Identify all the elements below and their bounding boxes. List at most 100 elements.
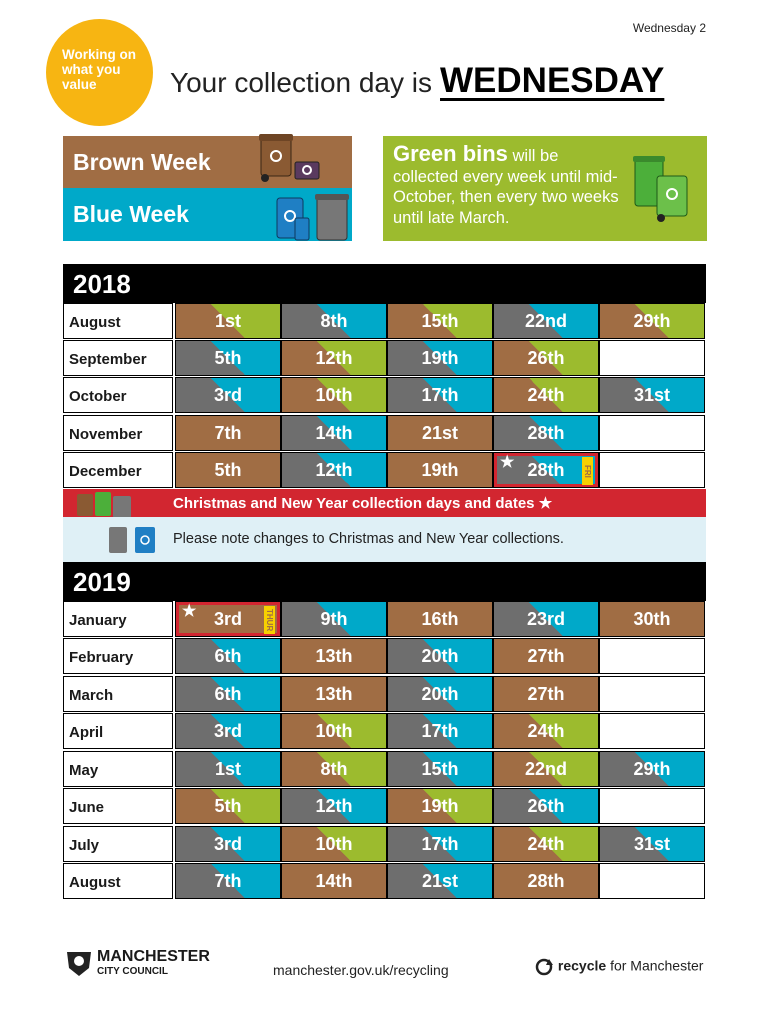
date-cell: 15th [387, 303, 493, 339]
date-cell: 30th [599, 601, 705, 637]
date-cell: 13th [281, 638, 387, 674]
date-cell: 15th [387, 751, 493, 787]
new-year-date-cell: ★ 3rd THUR [175, 601, 281, 637]
empty-cell [599, 863, 705, 899]
green-bins-info: Green bins will be collected every week … [383, 136, 707, 241]
date-cell: 31st [599, 826, 705, 862]
year-2019-label: 2019 [73, 567, 131, 597]
badge-text: Working on what you value [62, 47, 136, 92]
date-cell: 6th [175, 638, 281, 674]
day-tag: FRI [582, 457, 593, 485]
recycle-icon [535, 958, 553, 976]
recycle-tagline: for Manchester [610, 957, 704, 974]
date-cell: 5th [175, 788, 281, 824]
month-label: August [63, 863, 173, 899]
date-cell: 17th [387, 713, 493, 749]
council-subname: CITY COUNCIL [97, 966, 168, 977]
date-cell: 6th [175, 676, 281, 712]
council-badge [46, 19, 153, 126]
year-2018-label: 2018 [73, 269, 131, 299]
blue-bins-icon [276, 194, 349, 241]
date-cell: 14th [281, 415, 387, 451]
date-cell: 27th [493, 676, 599, 712]
month-label: December [63, 452, 173, 488]
date-cell: 31st [599, 377, 705, 413]
empty-cell [599, 638, 705, 674]
date-cell: 23rd [493, 601, 599, 637]
star-icon: ★ [182, 603, 197, 620]
page-label: Wednesday 2 [632, 21, 706, 35]
brown-bins-icon [259, 134, 320, 182]
christmas-title: Christmas and New Year collection days a… [173, 495, 553, 512]
date-cell: 5th [175, 452, 281, 488]
coat-of-arms-icon [67, 952, 91, 976]
date-cell: 20th [387, 638, 493, 674]
date-cell: 21st [387, 863, 493, 899]
star-icon: ★ [500, 454, 515, 471]
date-cell: 19th [387, 340, 493, 376]
footer-link[interactable]: manchester.gov.uk/recycling [273, 962, 449, 978]
date-cell: 10th [281, 826, 387, 862]
christmas-note: Please note changes to Christmas and New… [173, 531, 564, 547]
date-cell: 17th [387, 826, 493, 862]
date-cell: 17th [387, 377, 493, 413]
headline-prefix: Your collection day is [170, 67, 433, 98]
date-cell: 20th [387, 676, 493, 712]
christmas-banner: Christmas and New Year collection days a… [63, 489, 706, 518]
date-cell: 3rd [175, 377, 281, 413]
month-label: July [63, 826, 173, 862]
blue-week-label: Blue Week [73, 201, 189, 227]
legend-blue-week: Blue Week [63, 188, 352, 241]
date-cell: 19th [387, 788, 493, 824]
council-name: MANCHESTER [97, 948, 210, 965]
legend-brown-week: Brown Week [63, 134, 352, 188]
christmas-note-box: Please note changes to Christmas and New… [63, 517, 706, 562]
date-cell: 5th [175, 340, 281, 376]
date-cell: 29th [599, 751, 705, 787]
month-label: August [63, 303, 173, 339]
date-cell: 29th [599, 303, 705, 339]
date-cell: 24th [493, 713, 599, 749]
christmas-bins-icon [77, 492, 131, 518]
day-tag: THUR [264, 606, 275, 634]
year-2018-header: 2018 [63, 264, 706, 303]
collection-day: WEDNESDAY [440, 61, 665, 100]
green-bins-icon [633, 156, 688, 222]
date-cell: 13th [281, 676, 387, 712]
month-label: January [63, 601, 173, 637]
month-label: February [63, 638, 173, 674]
date-cell: 26th [493, 340, 599, 376]
empty-cell [599, 415, 705, 451]
date-cell: 8th [281, 303, 387, 339]
empty-cell [599, 340, 705, 376]
month-label: May [63, 751, 173, 787]
month-label: September [63, 340, 173, 376]
date-cell: 3rd [175, 713, 281, 749]
date-cell: 14th [281, 863, 387, 899]
month-label: June [63, 788, 173, 824]
date-cell: 24th [493, 377, 599, 413]
date-cell: 12th [281, 452, 387, 488]
date-cell: 10th [281, 377, 387, 413]
date-cell: 24th [493, 826, 599, 862]
date-cell: 7th [175, 863, 281, 899]
date-cell: 22nd [493, 751, 599, 787]
year-2019-header: 2019 [63, 562, 706, 601]
empty-cell [599, 713, 705, 749]
month-label: April [63, 713, 173, 749]
month-label: October [63, 377, 173, 413]
empty-cell [599, 788, 705, 824]
date-cell: 26th [493, 788, 599, 824]
date-cell: 3rd [175, 826, 281, 862]
month-label: November [63, 415, 173, 451]
date-cell: 22nd [493, 303, 599, 339]
date-cell: 21st [387, 415, 493, 451]
recycle-logo: recycle for Manchester [534, 957, 703, 977]
date-cell: 27th [493, 638, 599, 674]
date-cell: 10th [281, 713, 387, 749]
date-cell: 12th [281, 788, 387, 824]
date-cell: 1st [175, 751, 281, 787]
empty-cell [599, 676, 705, 712]
date-cell: 8th [281, 751, 387, 787]
green-bins-title: Green bins [393, 141, 508, 166]
